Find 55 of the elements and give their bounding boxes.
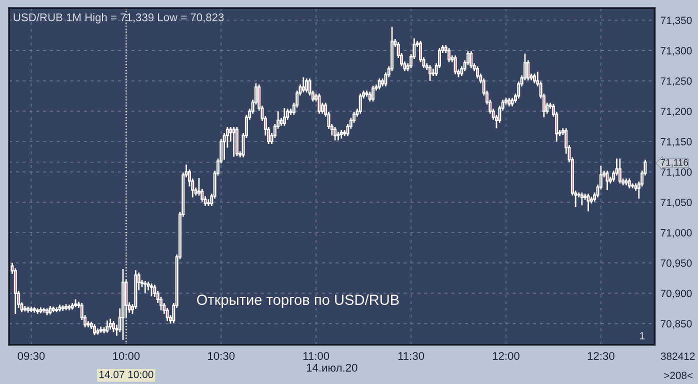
x-tick-label: 10:30 [208, 352, 235, 360]
candlestick [428, 64, 432, 82]
candlestick [586, 193, 590, 212]
candlestick [618, 158, 622, 184]
candlestick [448, 47, 450, 63]
chart-title: USD/RUB 1M High = 71,339 Low = 70,823 [14, 13, 224, 24]
text: >208< [664, 372, 693, 380]
candlestick [166, 307, 169, 322]
x-tick-label: 12:30 [588, 352, 614, 360]
y-tick-label: 70,850 [660, 320, 692, 329]
candlestick [232, 126, 236, 158]
candlestick [150, 282, 153, 297]
candlestick [580, 192, 584, 206]
x-tick-label: 10:00 [113, 352, 140, 360]
candlestick [372, 85, 375, 102]
y-tick-label: 70,950 [660, 259, 692, 268]
candlestick [358, 92, 362, 114]
candlestick [532, 72, 536, 84]
candlestick [526, 60, 530, 81]
annotation: 1 [640, 332, 645, 340]
candlestick [334, 126, 337, 142]
y-tick-label: 71,200 [660, 108, 692, 116]
candlestick [112, 320, 116, 333]
candlestick [454, 54, 457, 75]
candlestick [93, 324, 96, 336]
y-tick-label: 71,300 [660, 47, 692, 56]
candlestick [470, 50, 473, 69]
y-tick-label: 71,100 [660, 168, 692, 178]
candlestick [628, 178, 631, 189]
y-tick-label: 71,000 [660, 229, 692, 238]
candlestick [108, 318, 112, 330]
annotation: Открытие торгов по USD/RUB [197, 294, 399, 308]
candlestick [302, 76, 305, 94]
candlestick [197, 177, 200, 196]
y-tick-label: 71,116 [660, 159, 688, 167]
x-tick-label: 09:30 [18, 352, 45, 360]
x-axis-title: 14.июл.20 [306, 364, 358, 372]
x-tick-label: 12:00 [492, 352, 520, 360]
y-tick-label: 71,350 [660, 16, 692, 26]
y-tick-label: 71,250 [660, 77, 692, 86]
candlestick [106, 320, 109, 334]
y-tick-label: 71,150 [660, 138, 692, 147]
candlestick [368, 91, 372, 102]
candlestick [476, 66, 479, 80]
candlestick [318, 92, 321, 114]
candlestick [378, 78, 381, 90]
ref-line-label: 14.07 10:00 [99, 370, 154, 378]
x-tick-label: 11:30 [398, 352, 424, 360]
candlestick [305, 78, 308, 94]
text: 382412 [660, 352, 695, 360]
candlestick [282, 107, 286, 126]
y-tick-label: 70,900 [660, 290, 692, 298]
candlestick [144, 280, 147, 294]
x-tick-label: 11:00 [303, 352, 330, 360]
y-tick-label: 71,050 [660, 198, 692, 208]
